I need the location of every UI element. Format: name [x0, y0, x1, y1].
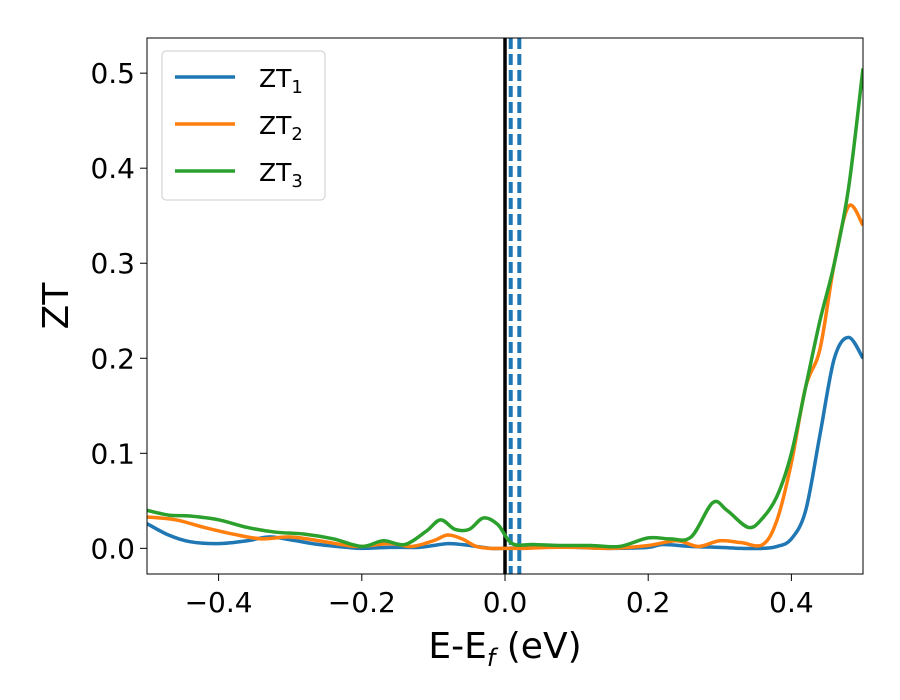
y-tick-label: 0.3	[90, 247, 135, 280]
y-tick-label: 0.0	[90, 532, 135, 565]
legend-label-main: ZT	[259, 158, 292, 187]
legend-label-3: ZT3	[259, 158, 303, 192]
legend-label-1: ZT1	[259, 64, 303, 98]
legend-label-2: ZT2	[259, 111, 303, 145]
x-axis-label: E-Ef (eV)	[428, 626, 581, 672]
series-group	[147, 68, 863, 551]
series-line-3	[147, 68, 863, 549]
y-tick-label: 0.5	[90, 57, 135, 90]
x-tick-label: 0.0	[483, 586, 528, 619]
legend-frame	[161, 50, 326, 201]
y-tick-label: 0.4	[90, 152, 135, 185]
y-tick-label: 0.2	[90, 342, 135, 375]
x-axis-label-main: E-E	[428, 626, 486, 667]
series-line-2	[147, 203, 863, 551]
legend-label-main: ZT	[259, 64, 292, 93]
x-axis-ticks: −0.4 −0.2 0.0 0.2 0.4	[185, 574, 814, 619]
x-axis-label-unit: (eV)	[495, 626, 581, 667]
y-axis-label: ZT	[36, 282, 77, 330]
legend-label-main: ZT	[259, 111, 292, 140]
legend-label-subscript: 3	[291, 171, 302, 192]
x-tick-label: 0.2	[626, 586, 671, 619]
x-tick-label: −0.4	[185, 586, 253, 619]
legend-label-subscript: 1	[291, 77, 302, 98]
vertical-lines	[503, 38, 522, 574]
x-tick-label: 0.4	[769, 586, 814, 619]
legend-label-subscript: 2	[291, 124, 302, 145]
x-tick-label: −0.2	[328, 586, 396, 619]
y-axis-ticks: 0.0 0.1 0.2 0.3 0.4 0.5	[90, 57, 147, 565]
y-tick-label: 0.1	[90, 437, 135, 470]
